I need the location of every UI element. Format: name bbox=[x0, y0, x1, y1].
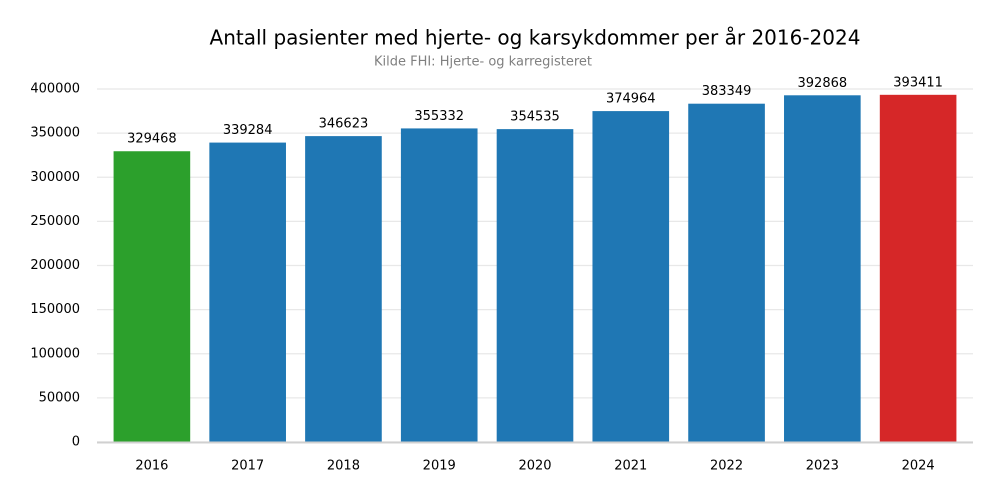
y-tick-label: 100000 bbox=[30, 346, 80, 361]
y-tick-label: 400000 bbox=[30, 82, 80, 97]
bar bbox=[496, 129, 574, 442]
bar bbox=[400, 128, 478, 443]
chart-subtitle: Kilde FHI: Hjerte- og karregisteret bbox=[374, 55, 592, 70]
y-tick-label: 250000 bbox=[30, 214, 80, 229]
data-label: 355332 bbox=[414, 109, 464, 124]
x-tick-label: 2023 bbox=[806, 459, 839, 474]
y-tick-label: 50000 bbox=[39, 390, 80, 405]
data-label: 339284 bbox=[223, 123, 273, 138]
bar bbox=[209, 142, 286, 443]
data-label: 329468 bbox=[127, 132, 177, 147]
x-tick-label: 2021 bbox=[614, 459, 647, 474]
x-tick-label: 2024 bbox=[902, 459, 935, 474]
y-tick-label: 350000 bbox=[30, 126, 80, 141]
y-tick-label: 200000 bbox=[30, 258, 80, 273]
data-label: 392868 bbox=[798, 76, 848, 91]
data-label: 393411 bbox=[893, 75, 943, 90]
y-tick-label: 150000 bbox=[30, 302, 80, 317]
bar bbox=[592, 111, 670, 442]
data-label: 374964 bbox=[606, 92, 656, 107]
x-tick-label: 2022 bbox=[710, 459, 743, 474]
bar bbox=[113, 151, 191, 442]
x-tick-label: 2018 bbox=[327, 459, 360, 474]
y-tick-label: 300000 bbox=[30, 170, 80, 185]
bar bbox=[879, 94, 957, 442]
bar bbox=[305, 136, 382, 442]
x-tick-label: 2020 bbox=[518, 459, 551, 474]
x-tick-label: 2019 bbox=[423, 459, 456, 474]
y-tick-label: 0 bbox=[72, 435, 80, 450]
data-label: 383349 bbox=[702, 84, 752, 99]
data-label: 354535 bbox=[510, 110, 560, 125]
x-tick-label: 2017 bbox=[231, 459, 264, 474]
bar bbox=[688, 103, 765, 442]
bar bbox=[784, 95, 861, 442]
x-tick-label: 2016 bbox=[135, 459, 168, 474]
chart-title: Antall pasienter med hjerte- og karsykdo… bbox=[210, 26, 861, 50]
data-label: 346623 bbox=[319, 117, 369, 132]
